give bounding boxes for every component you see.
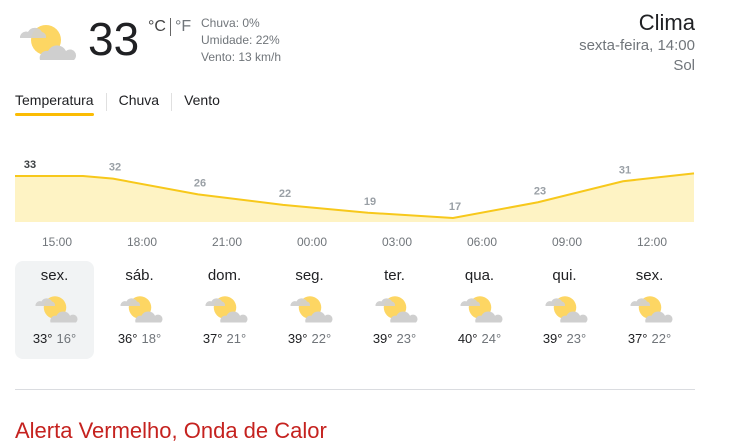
high-temp: 39° [287,331,308,346]
low-temp: 22° [311,331,332,346]
partly-cloudy-icon [31,291,79,327]
day-name: ter. [384,267,405,284]
tab-rain[interactable]: Chuva [118,92,160,108]
value-label: 33 [24,159,36,171]
alert-title[interactable]: Alerta Vermelho, Onda de Calor [15,418,327,443]
day-temps: 39° 23° [525,331,604,346]
temperature-area [15,173,694,222]
time-label: 12:00 [637,235,667,249]
day-temps: 40° 24° [440,331,519,346]
celsius-button[interactable]: °C [148,18,166,35]
high-temp: 36° [117,331,138,346]
unit-separator [169,18,171,36]
high-temp: 40° [457,331,478,346]
day-temps: 39° 22° [270,331,349,346]
forecast-day[interactable]: dom. 37° 21° [185,261,264,359]
unit-toggle: °C °F [148,18,191,36]
time-label: 21:00 [212,235,242,249]
value-label: 31 [619,164,631,176]
time-label: 06:00 [467,235,497,249]
forecast-day[interactable]: qua. 40° 24° [440,261,519,359]
day-name: seg. [295,267,324,284]
day-temps: 37° 22° [610,331,689,346]
forecast-day[interactable]: ter. 39° 23° [355,261,434,359]
high-temp: 39° [542,331,563,346]
divider [15,389,695,390]
forecast-day[interactable]: seg. 39° 22° [270,261,349,359]
low-temp: 16° [56,331,77,346]
widget-title: Clima [638,10,695,35]
partly-cloudy-icon [14,18,78,66]
wind: Vento: 13 km/h [201,50,282,64]
day-name: qua. [464,267,495,284]
day-temps: 36° 18° [100,331,179,346]
high-temp: 37° [627,331,648,346]
low-temp: 22° [651,331,672,346]
time-label: 03:00 [382,235,412,249]
condition: Sol [673,57,695,74]
humidity: Umidade: 22% [201,33,280,47]
time-label: 18:00 [127,235,157,249]
day-temps: 39° 23° [355,331,434,346]
value-label: 17 [449,201,461,213]
header-info: Clima sexta-feira, 14:00 Sol [579,10,695,76]
temperature-chart: 33 15:00 32 18:00 26 21:00 22 00:00 19 03:00 17 06:… [15,159,695,249]
current-temperature: 33 [88,13,140,65]
forecast-day[interactable]: sex. 33° 16° [15,261,94,359]
tab-bar: Temperatura Chuva Vento [15,90,220,116]
high-temp: 33° [32,331,53,346]
time-label: 09:00 [552,235,582,249]
tab-temperature[interactable]: Temperatura [15,90,94,116]
day-name: dom. [207,267,242,284]
day-name: qui. [552,267,577,284]
partly-cloudy-icon [371,291,419,327]
value-label: 19 [364,196,376,208]
forecast-day[interactable]: qui. 39° 23° [525,261,604,359]
high-temp: 37° [202,331,223,346]
value-label: 23 [534,185,546,197]
low-temp: 18° [141,331,162,346]
day-temps: 33° 16° [15,331,94,346]
weather-details: Chuva: 0% Umidade: 22% Vento: 13 km/h [201,15,281,66]
low-temp: 23° [396,331,417,346]
partly-cloudy-icon [286,291,334,327]
partly-cloudy-icon [456,291,504,327]
partly-cloudy-icon [541,291,589,327]
datetime: sexta-feira, 14:00 [579,37,695,54]
tab-divider [105,93,107,111]
day-name: sex. [635,267,664,284]
precipitation: Chuva: 0% [201,16,260,30]
partly-cloudy-icon [116,291,164,327]
fahrenheit-button[interactable]: °F [174,18,192,35]
day-temps: 37° 21° [185,331,264,346]
low-temp: 24° [481,331,502,346]
daily-forecast: sex. 33° 16° sáb. 36° 18° dom. 37° 21° seg. 39… [15,261,695,359]
forecast-day[interactable]: sáb. 36° 18° [100,261,179,359]
day-name: sáb. [125,267,154,284]
partly-cloudy-icon [626,291,674,327]
high-temp: 39° [372,331,393,346]
value-label: 26 [194,177,206,189]
value-label: 32 [109,162,121,174]
low-temp: 21° [226,331,247,346]
temperature-line [15,172,695,220]
tab-wind[interactable]: Vento [184,92,220,108]
forecast-day[interactable]: sex. 37° 22° [610,261,689,359]
day-name: sex. [40,267,69,284]
partly-cloudy-icon [201,291,249,327]
time-label: 15:00 [42,235,72,249]
low-temp: 23° [566,331,587,346]
tab-divider [171,93,173,111]
time-label: 00:00 [297,235,327,249]
value-label: 22 [279,188,291,200]
